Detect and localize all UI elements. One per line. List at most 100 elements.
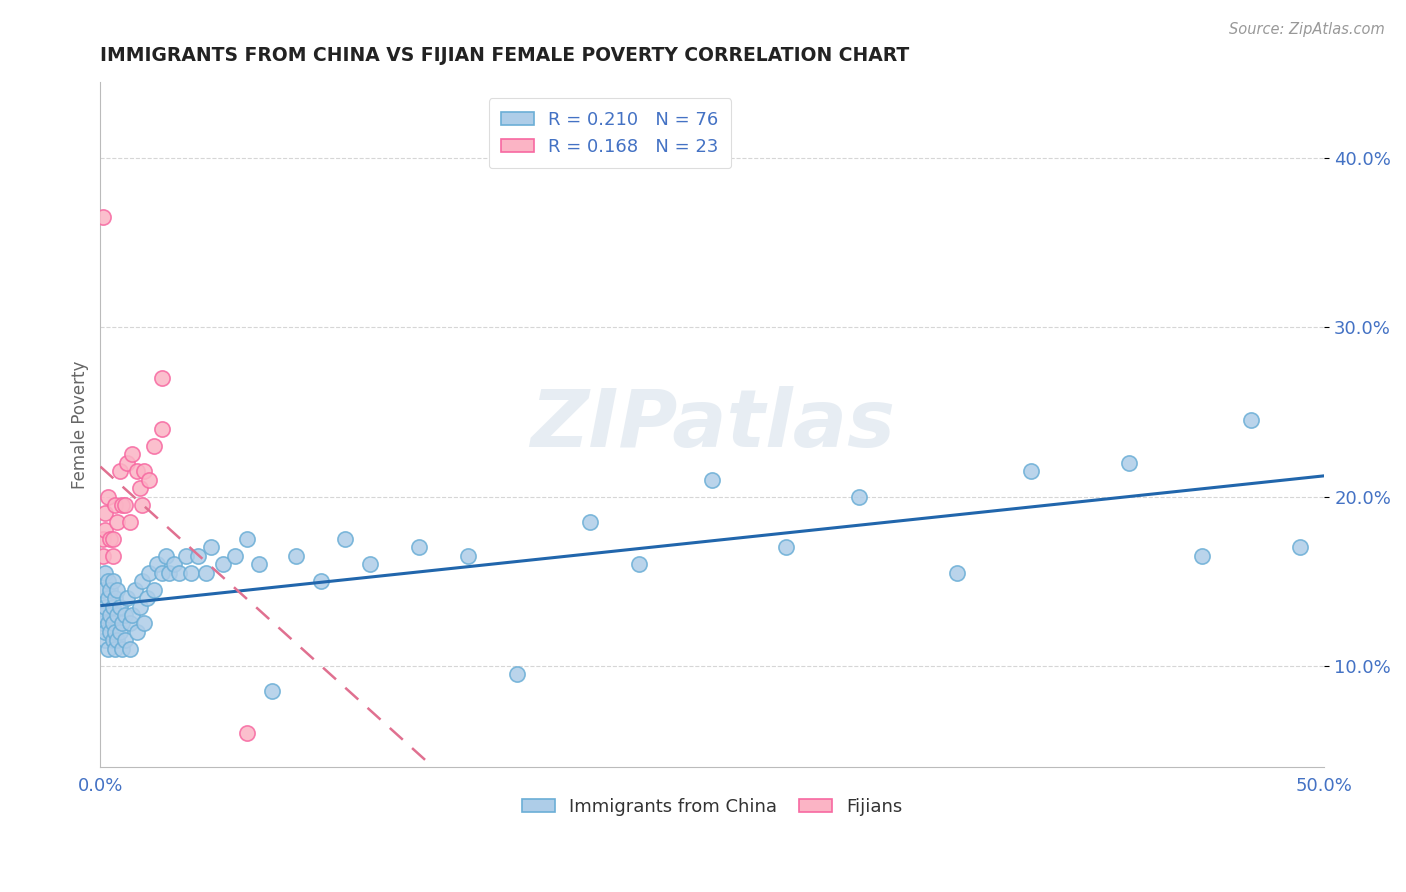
Point bbox=[91, 532, 114, 546]
Text: IMMIGRANTS FROM CHINA VS FIJIAN FEMALE POVERTY CORRELATION CHART: IMMIGRANTS FROM CHINA VS FIJIAN FEMALE P… bbox=[100, 46, 910, 65]
Point bbox=[101, 532, 124, 546]
Point bbox=[150, 371, 173, 385]
Point bbox=[125, 464, 148, 478]
Point bbox=[309, 574, 332, 589]
Point bbox=[107, 515, 129, 529]
Point bbox=[104, 498, 127, 512]
Legend: Immigrants from China, Fijians: Immigrants from China, Fijians bbox=[515, 791, 910, 823]
Point bbox=[97, 490, 120, 504]
Point bbox=[101, 599, 124, 614]
Point bbox=[114, 498, 136, 512]
Point bbox=[111, 498, 134, 512]
Point bbox=[91, 607, 114, 622]
Point bbox=[505, 667, 527, 681]
Point bbox=[94, 599, 117, 614]
Point bbox=[117, 456, 139, 470]
Point bbox=[114, 633, 136, 648]
Text: ZIPatlas: ZIPatlas bbox=[530, 385, 894, 464]
Point bbox=[163, 558, 186, 572]
Point bbox=[946, 566, 969, 580]
Point bbox=[285, 549, 308, 563]
Point bbox=[167, 566, 190, 580]
Point bbox=[200, 541, 222, 555]
Point bbox=[848, 490, 870, 504]
Point bbox=[107, 582, 129, 597]
Point bbox=[134, 616, 156, 631]
Point bbox=[236, 532, 259, 546]
Point bbox=[118, 515, 141, 529]
Point bbox=[108, 464, 131, 478]
Point bbox=[101, 549, 124, 563]
Point bbox=[98, 582, 121, 597]
Point bbox=[91, 549, 114, 563]
Point bbox=[1019, 464, 1042, 478]
Point bbox=[94, 507, 117, 521]
Point bbox=[128, 599, 150, 614]
Point bbox=[138, 473, 160, 487]
Point bbox=[174, 549, 197, 563]
Text: Source: ZipAtlas.com: Source: ZipAtlas.com bbox=[1229, 22, 1385, 37]
Point bbox=[134, 464, 156, 478]
Point bbox=[236, 726, 259, 740]
Point bbox=[101, 616, 124, 631]
Point bbox=[104, 641, 127, 656]
Point bbox=[94, 566, 117, 580]
Point bbox=[98, 624, 121, 639]
Point bbox=[150, 566, 173, 580]
Point bbox=[1118, 456, 1140, 470]
Point bbox=[118, 616, 141, 631]
Point bbox=[117, 591, 139, 605]
Point bbox=[194, 566, 217, 580]
Point bbox=[97, 574, 120, 589]
Point bbox=[128, 481, 150, 495]
Point bbox=[107, 607, 129, 622]
Point bbox=[1191, 549, 1213, 563]
Point bbox=[775, 541, 797, 555]
Point bbox=[224, 549, 246, 563]
Point bbox=[627, 558, 650, 572]
Point bbox=[187, 549, 209, 563]
Point bbox=[180, 566, 202, 580]
Point bbox=[131, 574, 153, 589]
Point bbox=[121, 607, 143, 622]
Point bbox=[118, 641, 141, 656]
Point bbox=[94, 633, 117, 648]
Point bbox=[702, 473, 724, 487]
Point bbox=[108, 599, 131, 614]
Y-axis label: Female Poverty: Female Poverty bbox=[72, 360, 89, 489]
Point bbox=[107, 633, 129, 648]
Point bbox=[98, 532, 121, 546]
Point bbox=[91, 211, 114, 225]
Point bbox=[408, 541, 430, 555]
Point bbox=[131, 498, 153, 512]
Point bbox=[94, 624, 117, 639]
Point bbox=[1240, 413, 1263, 427]
Point bbox=[97, 591, 120, 605]
Point bbox=[97, 641, 120, 656]
Point bbox=[111, 641, 134, 656]
Point bbox=[211, 558, 233, 572]
Point bbox=[145, 558, 167, 572]
Point bbox=[111, 616, 134, 631]
Point bbox=[143, 582, 166, 597]
Point bbox=[135, 591, 157, 605]
Point bbox=[108, 624, 131, 639]
Point bbox=[104, 624, 127, 639]
Point bbox=[260, 684, 283, 698]
Point bbox=[98, 607, 121, 622]
Point bbox=[97, 616, 120, 631]
Point bbox=[124, 582, 146, 597]
Point bbox=[143, 439, 166, 453]
Point bbox=[155, 549, 177, 563]
Point bbox=[91, 582, 114, 597]
Point bbox=[94, 524, 117, 538]
Point bbox=[104, 591, 127, 605]
Point bbox=[101, 574, 124, 589]
Point bbox=[457, 549, 479, 563]
Point bbox=[91, 616, 114, 631]
Point bbox=[1289, 541, 1312, 555]
Point bbox=[114, 607, 136, 622]
Point bbox=[359, 558, 381, 572]
Point bbox=[249, 558, 271, 572]
Point bbox=[579, 515, 602, 529]
